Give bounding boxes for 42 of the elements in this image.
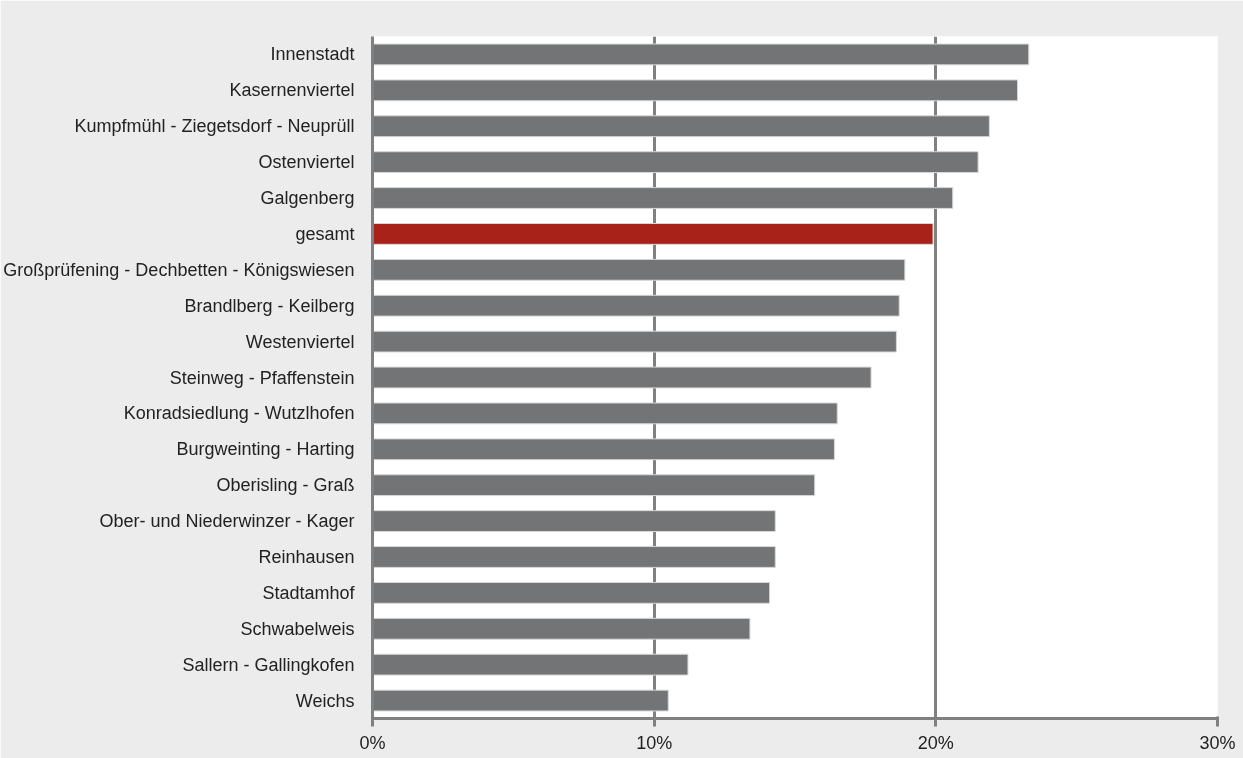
y-tick-label: gesamt bbox=[295, 223, 355, 244]
x-tick-label: 20% bbox=[917, 732, 954, 753]
y-tick-label: Sallern - Gallingkofen bbox=[182, 654, 355, 675]
y-tick-label: Oberisling - Graß bbox=[216, 475, 355, 496]
bar bbox=[372, 546, 776, 568]
bar bbox=[372, 79, 1019, 102]
y-tick-label: Konradsiedlung - Wutzlhofen bbox=[123, 403, 355, 424]
y-tick-label: Westenviertel bbox=[245, 331, 355, 352]
bar bbox=[372, 294, 900, 317]
bar bbox=[372, 258, 906, 281]
x-tick-label: 10% bbox=[636, 732, 673, 753]
bar bbox=[372, 330, 897, 353]
bar bbox=[372, 510, 776, 532]
bar bbox=[372, 151, 979, 174]
bar bbox=[372, 689, 669, 712]
bar bbox=[372, 366, 872, 389]
bar bbox=[372, 474, 816, 497]
bar bbox=[372, 617, 751, 640]
y-tick-label: Kumpfmühl - Ziegetsdorf - Neuprüll bbox=[74, 116, 355, 137]
y-tick-label: Stadtamhof bbox=[262, 582, 356, 603]
bar bbox=[372, 43, 1030, 66]
y-tick-label: Großprüfening - Dechbetten - Königswiesen bbox=[3, 259, 355, 280]
bar bbox=[372, 438, 835, 461]
y-tick-label: Kasernenviertel bbox=[229, 80, 355, 101]
x-tick-label: 0% bbox=[359, 732, 386, 753]
y-tick-label: Steinweg - Pfaffenstein bbox=[169, 367, 355, 388]
y-tick-label: Ostenviertel bbox=[258, 152, 355, 173]
x-tick-label: 30% bbox=[1199, 732, 1236, 753]
y-tick-label: Weichs bbox=[295, 690, 355, 711]
y-tick-label: Schwabelweis bbox=[240, 618, 355, 639]
y-tick-label: Burgweinting - Harting bbox=[176, 439, 355, 460]
bar bbox=[372, 581, 771, 604]
bar bbox=[372, 402, 838, 425]
y-tick-label: Galgenberg bbox=[260, 188, 355, 209]
bar bbox=[372, 115, 990, 138]
y-tick-label: Brandlberg - Keilberg bbox=[184, 295, 355, 316]
y-tick-label: Reinhausen bbox=[258, 546, 355, 567]
bar bbox=[372, 187, 954, 209]
bar bbox=[372, 653, 689, 676]
y-tick-label: Ober- und Niederwinzer - Kager bbox=[99, 511, 355, 532]
bar bbox=[372, 223, 934, 245]
y-tick-label: Innenstadt bbox=[270, 44, 355, 65]
